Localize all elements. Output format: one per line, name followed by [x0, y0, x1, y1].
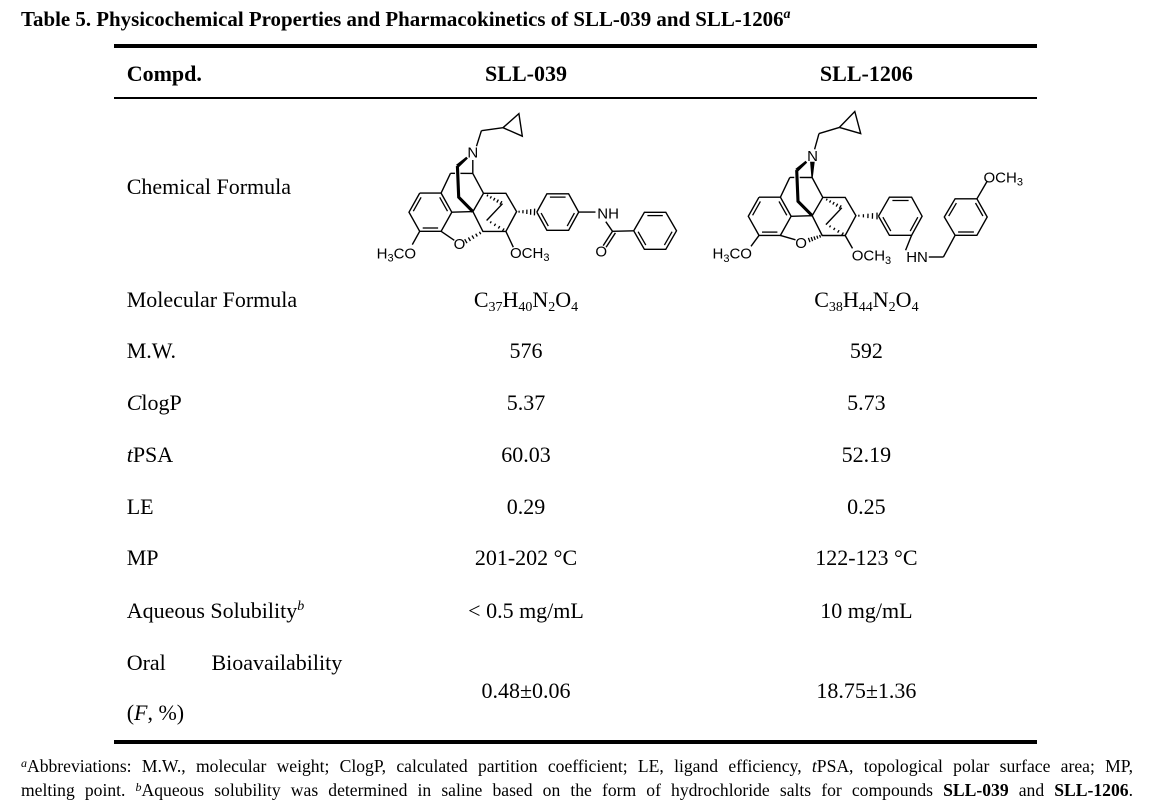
- svg-text:N: N: [807, 148, 818, 165]
- svg-text:N: N: [467, 144, 478, 161]
- svg-text:O: O: [595, 244, 607, 261]
- svg-text:NH: NH: [597, 205, 619, 222]
- svg-text:OCH3: OCH3: [852, 248, 891, 267]
- svg-text:OCH3: OCH3: [984, 169, 1023, 188]
- svg-text:O: O: [795, 235, 807, 252]
- svg-text:O: O: [454, 236, 466, 253]
- svg-text:H3CO: H3CO: [377, 245, 416, 264]
- svg-text:HN: HN: [906, 249, 928, 266]
- svg-text:H3CO: H3CO: [713, 246, 752, 265]
- svg-text:OCH3: OCH3: [510, 245, 549, 264]
